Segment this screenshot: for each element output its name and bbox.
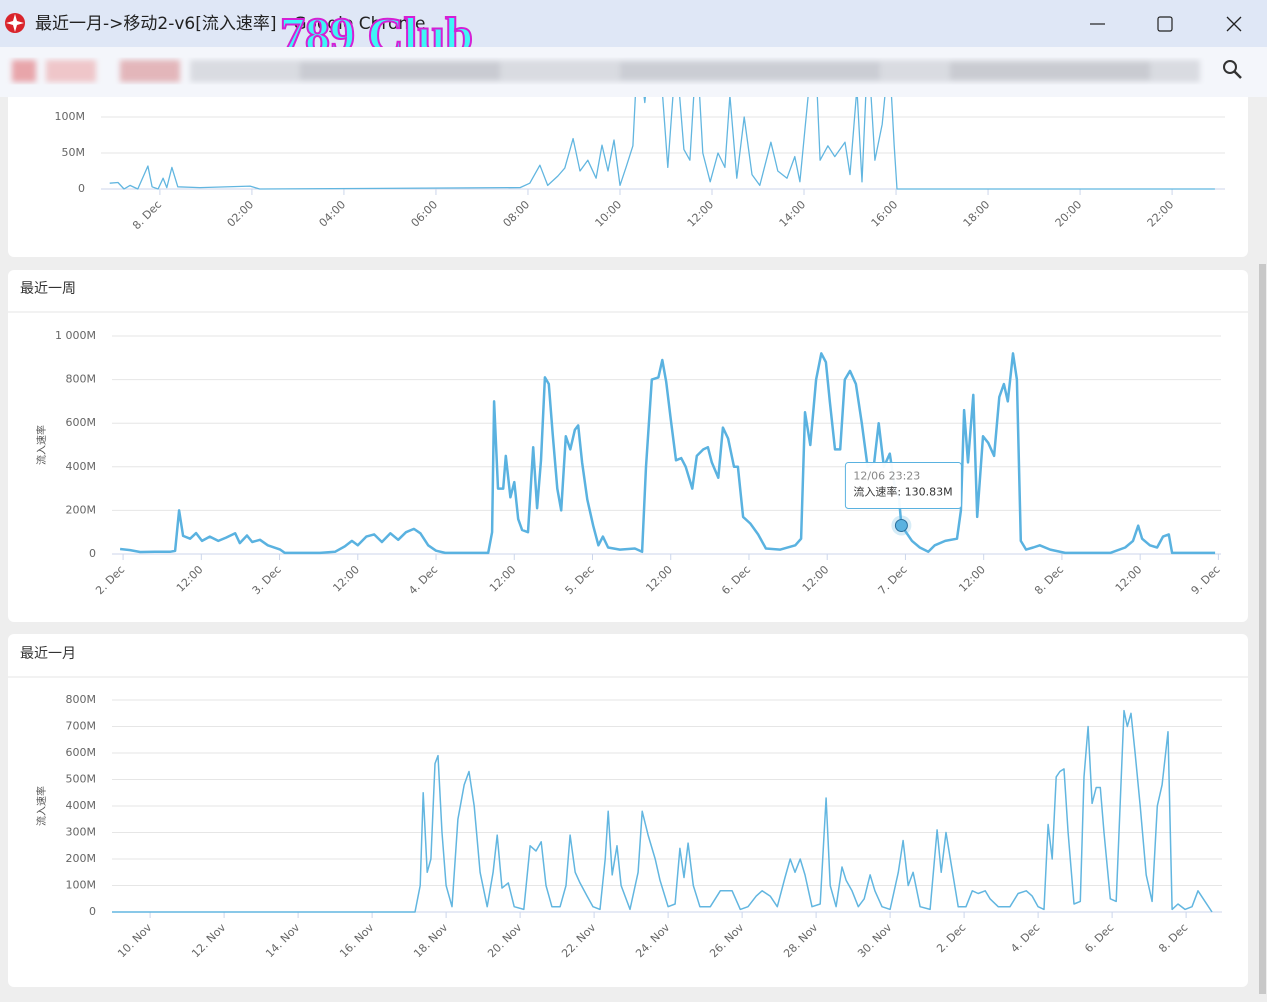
title-bar <box>0 0 1267 47</box>
y-tick-label: 400M <box>66 460 97 473</box>
y-tick-label: 600M <box>66 746 97 759</box>
y-tick-label: 800M <box>66 693 97 706</box>
y-axis-title: 流入速率 <box>35 786 48 826</box>
y-tick-label: 100M <box>55 110 86 123</box>
scrollbar-thumb[interactable] <box>1259 264 1266 994</box>
y-tick-label: 200M <box>66 503 97 516</box>
y-tick-label: 500M <box>66 773 97 786</box>
y-axis-title: 流入速率 <box>35 425 48 465</box>
data-line <box>119 352 1216 555</box>
card <box>8 270 1248 622</box>
y-tick-label: 400M <box>66 799 97 812</box>
blurred-url <box>12 60 1200 82</box>
tooltip-box <box>844 461 962 509</box>
app-icon <box>5 13 25 33</box>
y-tick-label: 700M <box>66 720 97 733</box>
close-button[interactable] <box>1226 16 1242 32</box>
y-tick-label: 200M <box>66 852 97 865</box>
tooltip-time: 12/06 23:23 <box>853 469 920 482</box>
y-tick-label: 50M <box>62 146 86 159</box>
y-tick-label: 100M <box>66 879 97 892</box>
card <box>8 634 1248 987</box>
hover-point <box>894 518 908 532</box>
y-tick-label: 0 <box>89 547 96 560</box>
browser-chrome: 最近一月->移动2-v6[流入速率] - Google Chrome 789 C… <box>0 0 1267 97</box>
y-tick-label: 300M <box>66 826 97 839</box>
tooltip-value: 流入速率: 130.83M <box>853 484 952 498</box>
y-tick-label: 800M <box>66 373 97 386</box>
search-icon[interactable] <box>1223 60 1242 79</box>
y-tick-label: 0 <box>78 182 85 195</box>
card-title: 最近一月 <box>20 646 76 662</box>
y-tick-label: 0 <box>89 905 96 918</box>
window-title: 最近一月->移动2-v6[流入速率] - Google Chrome <box>35 14 425 34</box>
maximize-button[interactable] <box>1157 16 1173 32</box>
y-tick-label: 600M <box>66 416 97 429</box>
card-title: 最近一周 <box>20 281 76 297</box>
data-line <box>109 29 1215 190</box>
y-tick-label: 1 000M <box>55 329 96 342</box>
data-line <box>112 709 1213 913</box>
